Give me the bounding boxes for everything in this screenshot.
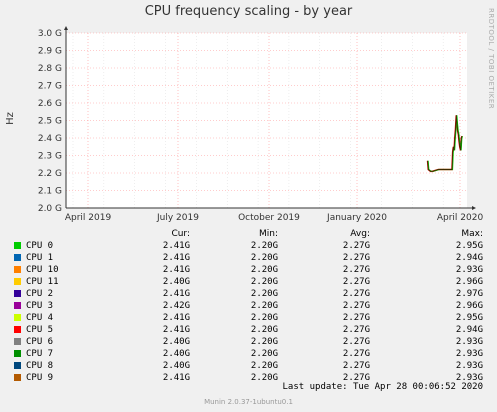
y-tick-label: 2.2 G [38,169,62,179]
y-tick-label: 2.7 G [38,82,62,92]
y-tick-label: 2.3 G [38,152,62,162]
series-line-cpu-9 [427,115,463,172]
last-update-text: Last update: Tue Apr 28 00:06:52 2020 [282,382,483,392]
x-tick-label: April 2019 [65,213,112,223]
y-tick-label: 2.1 G [38,187,62,197]
x-axis-arrow [472,206,476,210]
y-tick-label: 2.8 G [38,64,62,74]
footer-version: Munin 2.0.37-1ubuntu0.1 [204,398,293,406]
y-tick-label: 3.0 G [38,29,62,39]
y-axis-arrow [64,26,68,30]
x-tick-label: October 2019 [238,213,300,223]
chart-title: CPU frequency scaling - by year [144,4,353,19]
x-tick-label: July 2019 [156,213,199,223]
y-tick-label: 2.0 G [38,204,62,214]
y-tick-label: 2.6 G [38,99,62,109]
y-tick-label: 2.5 G [38,117,62,127]
watermark: RRDTOOL / TOBI OETIKER [487,8,495,110]
x-tick-label: January 2020 [326,213,387,223]
y-tick-label: 2.4 G [38,134,62,144]
y-tick-label: 2.9 G [38,47,62,57]
x-tick-label: April 2020 [437,213,484,223]
